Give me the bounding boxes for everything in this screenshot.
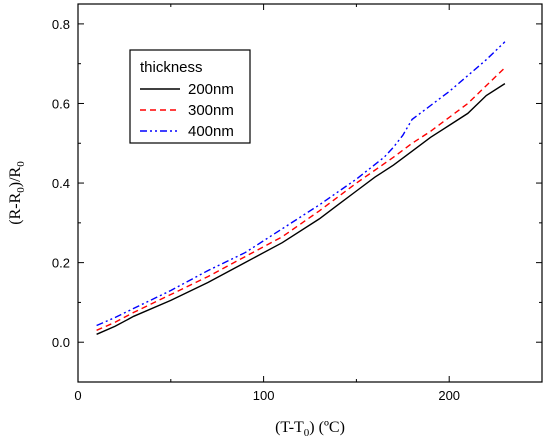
x-axis-title: (T-T0) (ºC) bbox=[275, 419, 345, 439]
y-tick-label: 0.4 bbox=[52, 176, 70, 191]
series-lines bbox=[96, 41, 506, 335]
axis-ticks bbox=[77, 4, 543, 383]
y-tick-label: 0.8 bbox=[52, 17, 70, 32]
tick-labels: 0 100 200 0.0 0.2 0.4 0.6 0.8 bbox=[52, 17, 460, 403]
x-tick-label: 200 bbox=[438, 388, 460, 403]
x-tick-label: 100 bbox=[253, 388, 275, 403]
legend-box bbox=[129, 49, 251, 144]
y-axis-title: (R-R0)/R0 bbox=[7, 161, 27, 225]
legend-label: 400nm bbox=[188, 123, 234, 140]
y-tick-label: 0.0 bbox=[52, 335, 70, 350]
x-tick-label: 0 bbox=[74, 388, 81, 403]
legend-label: 300nm bbox=[188, 102, 234, 119]
series-line-300nm bbox=[96, 67, 506, 331]
y-tick-label: 0.2 bbox=[52, 256, 70, 271]
plot-area-frame bbox=[77, 3, 543, 383]
legend-title: thickness bbox=[140, 59, 203, 76]
y-tick-label: 0.6 bbox=[52, 96, 70, 111]
legend-label: 200nm bbox=[188, 81, 234, 98]
series-line-200nm bbox=[96, 83, 506, 335]
series-line-400nm bbox=[96, 41, 506, 327]
legend: thickness 200nm 300nm 400nm bbox=[129, 49, 251, 144]
